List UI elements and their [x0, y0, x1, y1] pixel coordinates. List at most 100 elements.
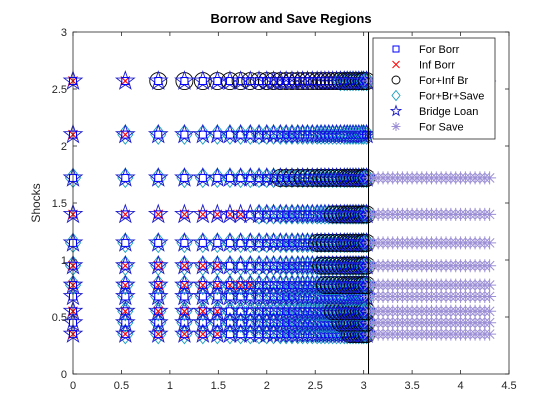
for-borr-marker: [287, 77, 296, 86]
for-borr-marker: [282, 261, 291, 270]
x-tick-label: 3: [361, 380, 367, 392]
for-borr-marker: [236, 238, 245, 247]
for-borr-marker: [255, 130, 264, 139]
for-borr-marker: [362, 130, 371, 139]
x-tick-label: 1: [167, 380, 173, 392]
for-borr-marker: [213, 210, 222, 219]
x-tick-label: 3.5: [404, 380, 419, 392]
legend-label: For+Br+Save: [419, 91, 484, 103]
for-borr-marker: [255, 173, 264, 182]
for-borr-marker: [154, 307, 163, 316]
for-borr-marker: [236, 261, 245, 270]
for-borr-marker: [121, 238, 130, 247]
for-borr-marker: [255, 281, 264, 290]
for-borr-marker: [213, 173, 222, 182]
for-save-marker: [483, 236, 497, 250]
for-borr-marker: [198, 318, 207, 327]
y-tick-label: 0: [61, 369, 67, 381]
for-borr-marker: [154, 281, 163, 290]
for-borr-marker: [282, 307, 291, 316]
for-borr-marker: [236, 307, 245, 316]
for-borr-marker: [154, 210, 163, 219]
for-borr-marker: [154, 77, 163, 86]
legend-box: [372, 37, 496, 140]
y-tick-label: 2: [61, 141, 67, 153]
for-borr-marker: [213, 292, 222, 301]
legend-marker: [392, 60, 400, 69]
for-borr-marker: [213, 318, 222, 327]
for-borr-marker: [154, 238, 163, 247]
for-borr-marker: [198, 292, 207, 301]
legend-entry: Inf Borr: [392, 60, 455, 72]
for-borr-marker: [198, 173, 207, 182]
for-borr-marker: [236, 210, 245, 219]
legend-marker: [391, 75, 401, 85]
y-axis-label: Shocks: [29, 183, 43, 222]
for-borr-marker: [276, 130, 285, 139]
x-tick-label: 2: [264, 380, 270, 392]
axis-ticks: 0 0.5 1 1.5 2 2.5 3 3.5 4 4.5 0 0.5 1 1.5 2 2.5 3: [52, 27, 517, 392]
for-borr-marker: [154, 292, 163, 301]
for-borr-marker: [180, 318, 189, 327]
for-borr-marker: [121, 173, 130, 182]
for-borr-marker: [255, 330, 264, 339]
legend-marker: [391, 89, 401, 102]
for-borr-marker: [282, 210, 291, 219]
for-borr-marker: [180, 210, 189, 219]
for-borr-marker: [121, 292, 130, 301]
for-save-marker: [483, 171, 497, 185]
y-tick-label: 3: [61, 27, 67, 39]
for-borr-marker: [282, 130, 291, 139]
for-borr-marker: [276, 210, 285, 219]
for-borr-marker: [276, 238, 285, 247]
for-save-marker: [483, 289, 497, 303]
for-borr-marker: [198, 77, 207, 86]
legend-marker-shape: [391, 89, 401, 102]
for-borr-marker: [198, 210, 207, 219]
for-borr-marker: [121, 281, 130, 290]
for-borr-marker: [198, 130, 207, 139]
for-borr-marker: [198, 307, 207, 316]
legend: For Borr Inf Borr For+Inf Br For+Br+Save Bri…: [372, 37, 496, 140]
for-borr-marker: [225, 210, 234, 219]
for-borr-marker: [255, 292, 264, 301]
y-tick-label: 0.5: [52, 312, 67, 324]
legend-marker-shape: [389, 104, 403, 117]
for-borr-marker: [121, 330, 130, 339]
legend-marker: [389, 104, 403, 117]
x-tick-label: 4: [457, 380, 463, 392]
for-borr-marker: [180, 130, 189, 139]
x-tick-label: 1.5: [211, 380, 226, 392]
for-borr-marker: [121, 210, 130, 219]
legend-entry: For+Br+Save: [391, 89, 484, 103]
for-borr-marker: [213, 261, 222, 270]
legend-label: For Save: [419, 122, 464, 134]
chart-title: Borrow and Save Regions: [210, 11, 371, 26]
legend-marker: [392, 45, 400, 53]
for-borr-marker: [236, 77, 245, 86]
for-borr-marker: [180, 330, 189, 339]
for-borr-marker: [225, 77, 234, 86]
for-borr-marker: [121, 261, 130, 270]
for-borr-marker: [213, 330, 222, 339]
for-borr-marker: [180, 238, 189, 247]
for-borr-marker: [180, 281, 189, 290]
for-borr-marker: [213, 130, 222, 139]
for-borr-marker: [282, 281, 291, 290]
legend-marker-shape: [392, 45, 400, 53]
for-borr-marker: [198, 261, 207, 270]
for-borr-marker: [213, 281, 222, 290]
legend-entry: For+Inf Br: [391, 75, 469, 87]
for-borr-marker: [180, 307, 189, 316]
y-tick-label: 2.5: [52, 84, 67, 96]
for-borr-marker: [180, 77, 189, 86]
for-borr-marker: [154, 318, 163, 327]
for-save-marker: [483, 327, 497, 341]
for-borr-marker: [213, 77, 222, 86]
for-borr-marker: [198, 281, 207, 290]
data-marks: [62, 70, 497, 345]
for-borr-marker: [282, 238, 291, 247]
for-borr-marker: [255, 318, 264, 327]
for-save-marker: [483, 316, 497, 330]
